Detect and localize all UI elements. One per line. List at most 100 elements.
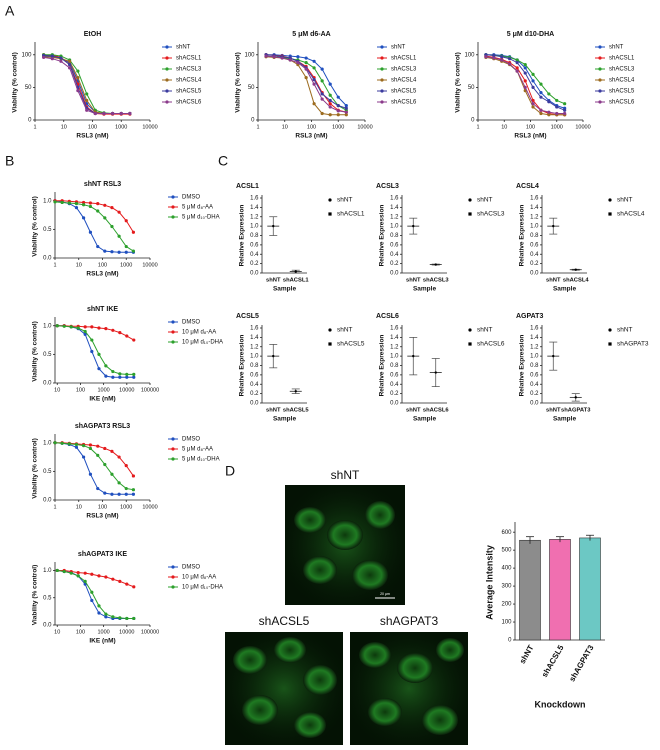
x-tick-label: 1000 (120, 262, 132, 268)
data-point (523, 66, 527, 70)
data-point (328, 105, 332, 109)
x-tick-label: shACSL6 (423, 408, 450, 414)
y-tick-label: 1.4 (530, 335, 539, 341)
data-point (264, 54, 268, 58)
data-point (555, 111, 559, 116)
data-point (76, 89, 80, 93)
y-tick-label: 0 (471, 118, 475, 124)
data-point (547, 110, 551, 114)
x-axis-label: Sample (553, 286, 577, 293)
data-point (88, 204, 93, 209)
legend-label: shACSL6 (391, 100, 417, 106)
y-tick-label: 0.8 (250, 363, 259, 369)
data-point (74, 445, 79, 449)
y-tick-label: 1.2 (390, 214, 399, 220)
legend-marker (165, 67, 169, 71)
data-point (552, 224, 555, 228)
legend-marker (380, 45, 384, 49)
legend-label: shNT (337, 197, 353, 204)
x-tick-label: shNT (406, 278, 421, 284)
data-point (344, 106, 348, 110)
legend-label: shNT (477, 197, 493, 204)
data-point (67, 442, 71, 446)
data-point (68, 66, 72, 70)
x-axis-label: Sample (273, 416, 297, 423)
data-point (523, 85, 527, 89)
chart-title: shAGPAT3 IKE (78, 551, 127, 558)
bar (519, 539, 541, 641)
y-tick-label: 1.0 (390, 224, 399, 230)
data-point (563, 108, 567, 112)
legend-label: shACSL5 (337, 341, 365, 348)
data-point (103, 216, 107, 220)
data-point (132, 585, 136, 589)
data-point (103, 249, 107, 253)
data-point (59, 56, 63, 60)
curve (54, 442, 134, 495)
y-tick-label: 100 (244, 52, 255, 58)
y-tick-label: 1.6 (250, 326, 259, 332)
x-tick-label: 1000 (97, 387, 109, 393)
data-point (60, 200, 64, 205)
data-point (539, 108, 543, 112)
legend-marker (171, 340, 175, 344)
x-tick-label: 10 (76, 262, 82, 268)
data-point (500, 58, 504, 62)
data-point (124, 244, 128, 249)
data-point (344, 104, 348, 108)
data-point (90, 338, 94, 342)
y-tick-label: 0 (251, 118, 255, 124)
y-tick-label: 0.0 (43, 623, 52, 629)
data-point (294, 390, 297, 393)
y-tick-label: 50 (25, 85, 32, 91)
legend-marker (165, 100, 169, 104)
legend-marker (380, 78, 384, 82)
y-tick-label: 0.4 (390, 382, 399, 388)
legend-label: shNT (617, 327, 633, 334)
data-point (547, 113, 551, 117)
curve (57, 325, 134, 375)
legend-marker (171, 457, 175, 461)
data-point (85, 98, 89, 103)
data-point (124, 486, 128, 491)
y-tick-label: 0.4 (390, 252, 399, 258)
x-tick-label: 100000 (141, 629, 159, 635)
x-tick-label: shNT (546, 278, 561, 284)
y-axis-label: Relative Expression (379, 335, 386, 397)
data-point (563, 111, 567, 116)
data-point (552, 354, 555, 358)
x-tick-label: 10000 (142, 262, 157, 268)
y-tick-label: 400 (501, 566, 512, 572)
y-tick-label: 100 (21, 52, 32, 58)
legend-marker (171, 215, 175, 219)
legend-marker (598, 100, 602, 104)
x-tick-label: shNT (518, 643, 536, 665)
chart-title: shNT IKE (87, 306, 118, 313)
y-tick-label: 0.0 (250, 401, 259, 407)
data-point (85, 108, 89, 112)
y-axis-label: Relative Expression (239, 205, 246, 267)
chart-title: ACSL6 (376, 313, 399, 320)
legend-marker (171, 565, 175, 569)
legend-label: shACSL3 (477, 211, 505, 218)
data-point (531, 79, 535, 83)
y-tick-label: 0.6 (530, 372, 539, 378)
data-point (574, 268, 577, 271)
legend-marker (468, 342, 472, 346)
data-point (124, 464, 128, 468)
data-point (83, 332, 87, 336)
legend-label: shACSL4 (176, 78, 202, 84)
x-axis-label: RSL3 (nM) (86, 271, 118, 278)
x-tick-label: 10 (501, 124, 507, 130)
y-tick-label: 1.2 (530, 344, 539, 350)
data-point (55, 568, 59, 573)
data-point (492, 53, 496, 58)
micrograph (225, 632, 343, 745)
curve (55, 200, 134, 233)
data-point (531, 85, 535, 89)
legend-label: 10 μM d₁₀-DHA (182, 340, 223, 346)
data-point (344, 110, 348, 114)
data-point (60, 441, 64, 445)
legend-label: shACSL3 (391, 67, 417, 73)
data-point (83, 325, 87, 329)
